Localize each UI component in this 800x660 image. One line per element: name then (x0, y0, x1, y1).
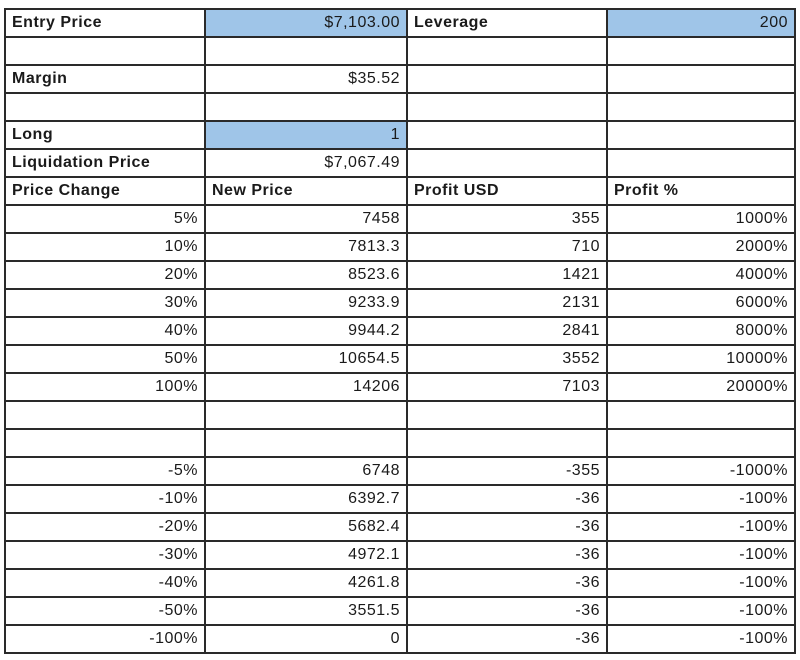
empty-cell[interactable] (608, 122, 794, 148)
empty-cell[interactable] (6, 94, 204, 120)
long-label[interactable]: Long (6, 122, 204, 148)
price-change-cell[interactable]: 10% (6, 234, 204, 260)
profit-pct-cell[interactable]: 4000% (608, 262, 794, 288)
new-price-cell[interactable]: 14206 (206, 374, 406, 400)
leverage-value[interactable]: 200 (608, 10, 794, 36)
profit-usd-cell[interactable]: -355 (408, 458, 606, 484)
empty-cell[interactable] (408, 94, 606, 120)
profit-pct-cell[interactable]: -100% (608, 486, 794, 512)
empty-cell[interactable] (206, 94, 406, 120)
empty-cell[interactable] (408, 150, 606, 176)
header-profit-pct[interactable]: Profit % (608, 178, 794, 204)
header-price-change[interactable]: Price Change (6, 178, 204, 204)
profit-usd-cell[interactable]: 1421 (408, 262, 606, 288)
empty-cell[interactable] (408, 402, 606, 428)
new-price-cell[interactable]: 10654.5 (206, 346, 406, 372)
empty-cell[interactable] (608, 150, 794, 176)
new-price-cell[interactable]: 8523.6 (206, 262, 406, 288)
spreadsheet: Entry Price $7,103.00 Leverage 200 Margin $35… (4, 8, 796, 654)
price-change-cell[interactable]: 30% (6, 290, 204, 316)
new-price-cell[interactable]: 0 (206, 626, 406, 652)
profit-pct-cell[interactable]: 10000% (608, 346, 794, 372)
profit-pct-cell[interactable]: 8000% (608, 318, 794, 344)
empty-cell[interactable] (608, 402, 794, 428)
empty-cell[interactable] (206, 402, 406, 428)
empty-cell[interactable] (408, 430, 606, 456)
profit-usd-cell[interactable]: 710 (408, 234, 606, 260)
profit-pct-cell[interactable]: 2000% (608, 234, 794, 260)
profit-pct-cell[interactable]: 20000% (608, 374, 794, 400)
profit-pct-cell[interactable]: -100% (608, 626, 794, 652)
profit-usd-cell[interactable]: -36 (408, 542, 606, 568)
profit-usd-cell[interactable]: 7103 (408, 374, 606, 400)
new-price-cell[interactable]: 3551.5 (206, 598, 406, 624)
new-price-cell[interactable]: 7813.3 (206, 234, 406, 260)
price-change-cell[interactable]: -100% (6, 626, 204, 652)
margin-value[interactable]: $35.52 (206, 66, 406, 92)
price-change-cell[interactable]: -50% (6, 598, 204, 624)
new-price-cell[interactable]: 4261.8 (206, 570, 406, 596)
empty-cell[interactable] (608, 38, 794, 64)
price-change-cell[interactable]: 100% (6, 374, 204, 400)
new-price-cell[interactable]: 6392.7 (206, 486, 406, 512)
empty-cell[interactable] (206, 430, 406, 456)
empty-cell[interactable] (206, 38, 406, 64)
price-change-cell[interactable]: -40% (6, 570, 204, 596)
profit-pct-cell[interactable]: -100% (608, 570, 794, 596)
price-change-cell[interactable]: -10% (6, 486, 204, 512)
profit-usd-cell[interactable]: 2131 (408, 290, 606, 316)
leverage-label[interactable]: Leverage (408, 10, 606, 36)
new-price-cell[interactable]: 5682.4 (206, 514, 406, 540)
empty-cell[interactable] (608, 430, 794, 456)
profit-pct-cell[interactable]: -100% (608, 542, 794, 568)
empty-cell[interactable] (6, 430, 204, 456)
header-new-price[interactable]: New Price (206, 178, 406, 204)
liquidation-price-label[interactable]: Liquidation Price (6, 150, 204, 176)
header-profit-usd[interactable]: Profit USD (408, 178, 606, 204)
margin-label[interactable]: Margin (6, 66, 204, 92)
price-change-cell[interactable]: -20% (6, 514, 204, 540)
new-price-cell[interactable]: 7458 (206, 206, 406, 232)
price-change-cell[interactable]: 40% (6, 318, 204, 344)
empty-cell[interactable] (408, 66, 606, 92)
long-value[interactable]: 1 (206, 122, 406, 148)
profit-pct-cell[interactable]: -1000% (608, 458, 794, 484)
new-price-cell[interactable]: 9233.9 (206, 290, 406, 316)
empty-cell[interactable] (408, 122, 606, 148)
entry-price-value[interactable]: $7,103.00 (206, 10, 406, 36)
empty-cell[interactable] (608, 94, 794, 120)
profit-pct-cell[interactable]: 1000% (608, 206, 794, 232)
price-change-cell[interactable]: -5% (6, 458, 204, 484)
entry-price-label[interactable]: Entry Price (6, 10, 204, 36)
profit-usd-cell[interactable]: -36 (408, 514, 606, 540)
empty-cell[interactable] (608, 66, 794, 92)
profit-usd-cell[interactable]: -36 (408, 626, 606, 652)
empty-cell[interactable] (408, 38, 606, 64)
empty-cell[interactable] (6, 38, 204, 64)
empty-cell[interactable] (6, 402, 204, 428)
profit-pct-cell[interactable]: 6000% (608, 290, 794, 316)
liquidation-price-value[interactable]: $7,067.49 (206, 150, 406, 176)
profit-usd-cell[interactable]: -36 (408, 598, 606, 624)
profit-pct-cell[interactable]: -100% (608, 514, 794, 540)
price-change-cell[interactable]: 50% (6, 346, 204, 372)
profit-pct-cell[interactable]: -100% (608, 598, 794, 624)
price-change-cell[interactable]: -30% (6, 542, 204, 568)
profit-usd-cell[interactable]: -36 (408, 570, 606, 596)
new-price-cell[interactable]: 6748 (206, 458, 406, 484)
new-price-cell[interactable]: 9944.2 (206, 318, 406, 344)
profit-usd-cell[interactable]: 355 (408, 206, 606, 232)
new-price-cell[interactable]: 4972.1 (206, 542, 406, 568)
profit-usd-cell[interactable]: -36 (408, 486, 606, 512)
price-change-cell[interactable]: 20% (6, 262, 204, 288)
price-change-cell[interactable]: 5% (6, 206, 204, 232)
profit-usd-cell[interactable]: 2841 (408, 318, 606, 344)
profit-usd-cell[interactable]: 3552 (408, 346, 606, 372)
